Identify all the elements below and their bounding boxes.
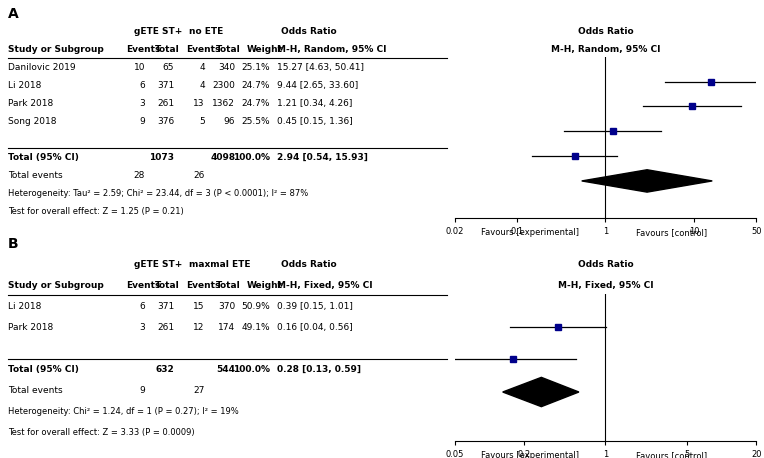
Text: 1.21 [0.34, 4.26]: 1.21 [0.34, 4.26]: [277, 99, 353, 108]
Text: Favours [experimental]: Favours [experimental]: [481, 451, 579, 458]
Text: 4098: 4098: [210, 153, 235, 162]
Text: 544: 544: [216, 365, 235, 374]
Text: 6: 6: [139, 81, 145, 90]
Text: Total: Total: [155, 281, 180, 290]
Text: Events: Events: [186, 281, 220, 290]
Text: no ETE: no ETE: [189, 27, 224, 36]
Text: Heterogeneity: Chi² = 1.24, df = 1 (P = 0.27); I² = 19%: Heterogeneity: Chi² = 1.24, df = 1 (P = …: [8, 407, 238, 416]
Text: 12: 12: [193, 323, 205, 333]
Text: 27: 27: [193, 386, 205, 395]
Text: 65: 65: [163, 63, 174, 72]
Text: Total (95% CI): Total (95% CI): [8, 153, 79, 162]
Text: Events: Events: [126, 281, 160, 290]
Text: Test for overall effect: Z = 3.33 (P = 0.0009): Test for overall effect: Z = 3.33 (P = 0…: [8, 428, 194, 437]
Text: Heterogeneity: Tau² = 2.59; Chi² = 23.44, df = 3 (P < 0.0001); I² = 87%: Heterogeneity: Tau² = 2.59; Chi² = 23.44…: [8, 189, 308, 197]
Text: 1362: 1362: [212, 99, 235, 108]
Text: 6: 6: [139, 302, 145, 311]
Text: 2300: 2300: [212, 81, 235, 90]
Text: 0.39 [0.15, 1.01]: 0.39 [0.15, 1.01]: [277, 302, 353, 311]
Text: Study or Subgroup: Study or Subgroup: [8, 45, 103, 54]
Text: Favours [control]: Favours [control]: [636, 228, 707, 237]
Text: Park 2018: Park 2018: [8, 323, 53, 333]
Text: 96: 96: [224, 117, 235, 126]
Text: Favours [control]: Favours [control]: [636, 451, 707, 458]
Text: 261: 261: [157, 323, 174, 333]
Text: 49.1%: 49.1%: [241, 323, 270, 333]
Text: 261: 261: [157, 99, 174, 108]
Text: gETE ST+: gETE ST+: [134, 27, 182, 36]
Text: Odds Ratio: Odds Ratio: [578, 261, 633, 269]
Text: Total events: Total events: [8, 171, 62, 180]
Text: 15: 15: [193, 302, 205, 311]
Text: 4: 4: [199, 63, 205, 72]
Text: gETE ST+: gETE ST+: [134, 261, 182, 269]
Text: 340: 340: [219, 63, 235, 72]
Text: 0.45 [0.15, 1.36]: 0.45 [0.15, 1.36]: [277, 117, 353, 126]
Text: Danilovic 2019: Danilovic 2019: [8, 63, 76, 72]
Text: Events: Events: [126, 45, 160, 54]
Text: Song 2018: Song 2018: [8, 117, 56, 126]
Text: 371: 371: [157, 302, 174, 311]
Text: Li 2018: Li 2018: [8, 81, 41, 90]
Text: Total: Total: [155, 45, 180, 54]
Text: Weight: Weight: [247, 45, 283, 54]
Text: 28: 28: [134, 171, 145, 180]
Text: Li 2018: Li 2018: [8, 302, 41, 311]
Text: Favours [experimental]: Favours [experimental]: [481, 228, 579, 237]
Text: 24.7%: 24.7%: [241, 81, 270, 90]
Polygon shape: [503, 377, 579, 407]
Text: 4: 4: [199, 81, 205, 90]
Text: 25.5%: 25.5%: [241, 117, 270, 126]
Text: 632: 632: [155, 365, 174, 374]
Text: A: A: [8, 6, 18, 21]
Text: 370: 370: [218, 302, 235, 311]
Text: 25.1%: 25.1%: [241, 63, 270, 72]
Text: Odds Ratio: Odds Ratio: [281, 27, 337, 36]
Polygon shape: [581, 170, 712, 192]
Text: 13: 13: [193, 99, 205, 108]
Text: Total: Total: [216, 281, 241, 290]
Text: 0.28 [0.13, 0.59]: 0.28 [0.13, 0.59]: [277, 365, 361, 374]
Text: 174: 174: [219, 323, 235, 333]
Text: 9: 9: [139, 386, 145, 395]
Text: Weight: Weight: [247, 281, 283, 290]
Text: M-H, Fixed, 95% CI: M-H, Fixed, 95% CI: [558, 281, 653, 290]
Text: 100.0%: 100.0%: [233, 153, 270, 162]
Text: 3: 3: [139, 323, 145, 333]
Text: 24.7%: 24.7%: [241, 99, 270, 108]
Text: 9: 9: [139, 117, 145, 126]
Text: Odds Ratio: Odds Ratio: [281, 261, 337, 269]
Text: 2.94 [0.54, 15.93]: 2.94 [0.54, 15.93]: [277, 153, 368, 162]
Text: 26: 26: [193, 171, 205, 180]
Text: Odds Ratio: Odds Ratio: [578, 27, 633, 36]
Text: 0.16 [0.04, 0.56]: 0.16 [0.04, 0.56]: [277, 323, 353, 333]
Text: 1073: 1073: [149, 153, 174, 162]
Text: Park 2018: Park 2018: [8, 99, 53, 108]
Text: 3: 3: [139, 99, 145, 108]
Text: 5: 5: [199, 117, 205, 126]
Text: Test for overall effect: Z = 1.25 (P = 0.21): Test for overall effect: Z = 1.25 (P = 0…: [8, 207, 183, 216]
Text: 371: 371: [157, 81, 174, 90]
Text: 10: 10: [134, 63, 145, 72]
Text: Total (95% CI): Total (95% CI): [8, 365, 79, 374]
Text: M-H, Random, 95% CI: M-H, Random, 95% CI: [277, 45, 387, 54]
Text: 15.27 [4.63, 50.41]: 15.27 [4.63, 50.41]: [277, 63, 364, 72]
Text: M-H, Random, 95% CI: M-H, Random, 95% CI: [551, 45, 660, 54]
Text: Total: Total: [216, 45, 241, 54]
Text: 9.44 [2.65, 33.60]: 9.44 [2.65, 33.60]: [277, 81, 358, 90]
Text: Total events: Total events: [8, 386, 62, 395]
Text: B: B: [8, 237, 18, 251]
Text: 376: 376: [157, 117, 174, 126]
Text: 50.9%: 50.9%: [241, 302, 270, 311]
Text: 100.0%: 100.0%: [233, 365, 270, 374]
Text: Events: Events: [186, 45, 220, 54]
Text: maxmal ETE: maxmal ETE: [189, 261, 251, 269]
Text: Study or Subgroup: Study or Subgroup: [8, 281, 103, 290]
Text: M-H, Fixed, 95% CI: M-H, Fixed, 95% CI: [277, 281, 373, 290]
